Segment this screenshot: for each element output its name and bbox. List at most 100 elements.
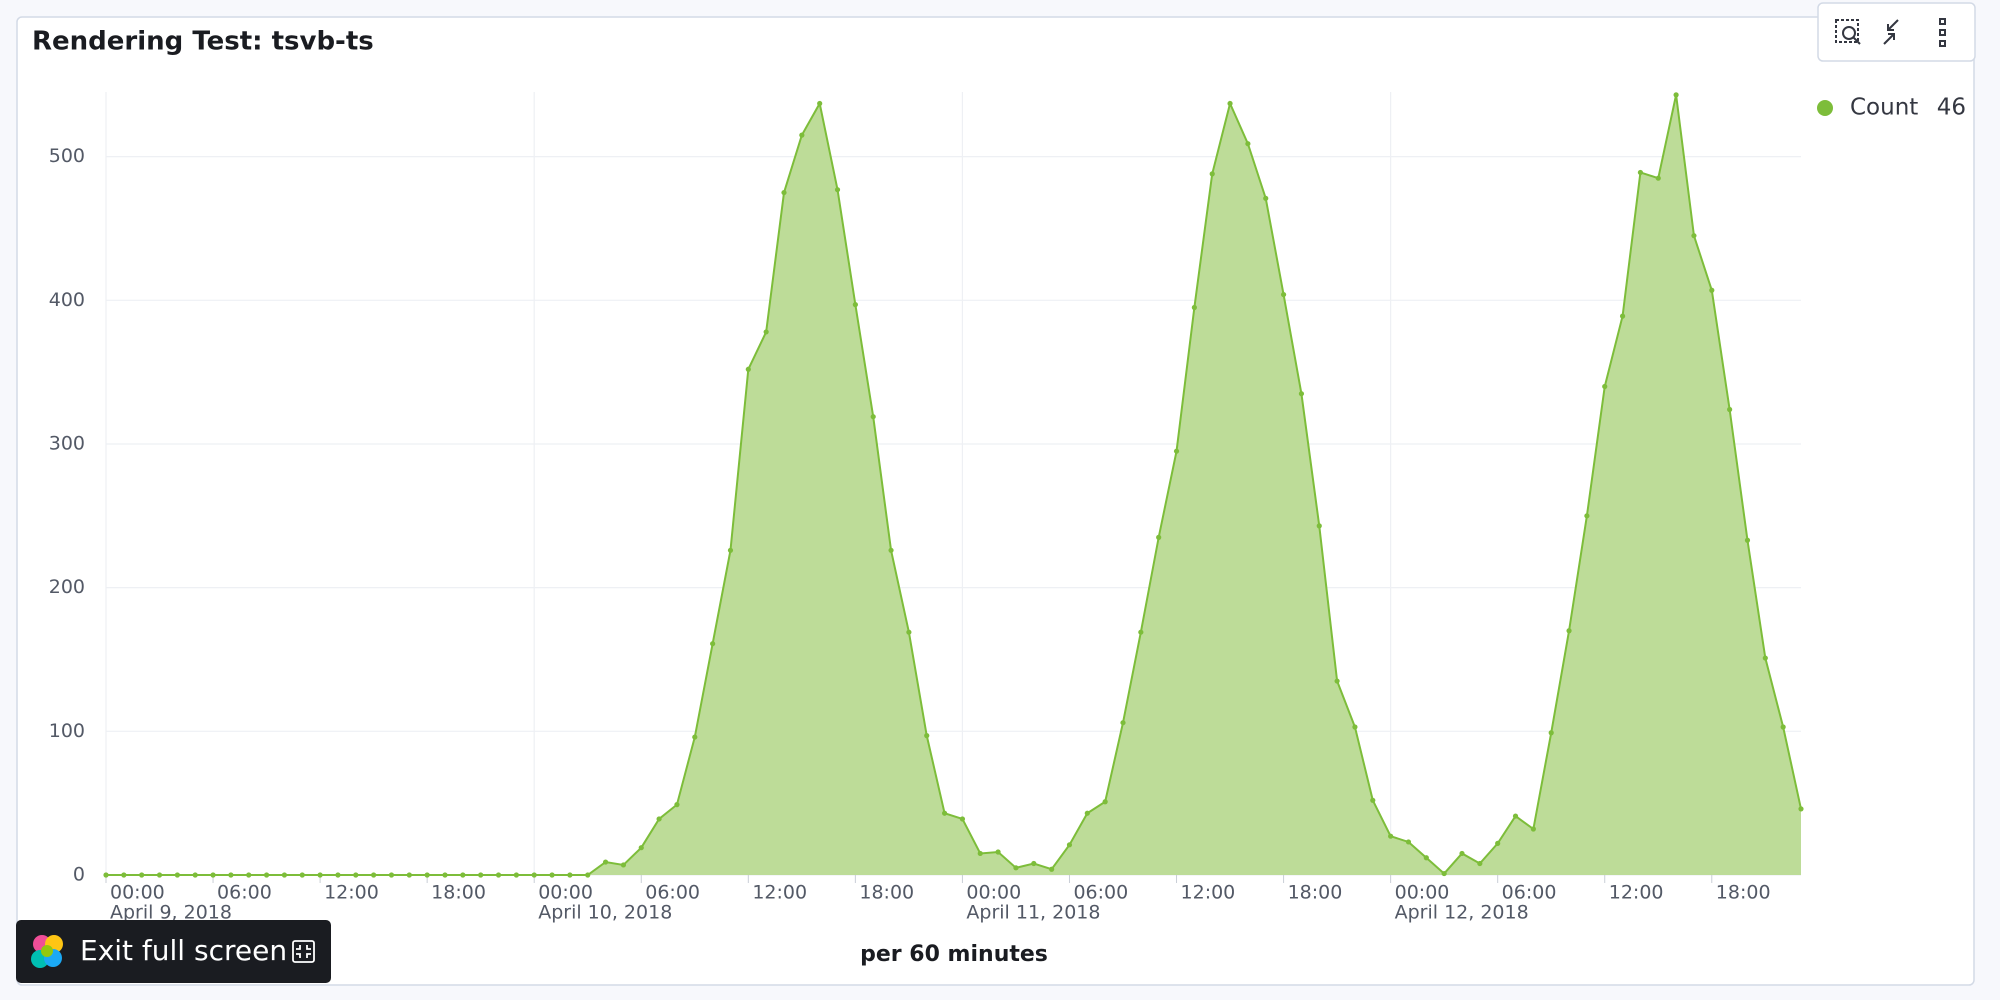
data-point <box>763 329 769 335</box>
elastic-logo <box>31 935 63 968</box>
data-point <box>692 734 698 740</box>
data-point <box>781 189 787 196</box>
x-tick-label: 12:00 <box>1609 882 1664 904</box>
data-point <box>478 872 484 878</box>
legend: Count 46 <box>1817 95 1966 121</box>
data-point <box>1548 730 1554 736</box>
data-point <box>442 872 448 878</box>
data-point <box>995 849 1001 855</box>
y-tick-label: 500 <box>49 145 85 167</box>
options-icon[interactable] <box>1939 18 1946 47</box>
data-point <box>1405 839 1412 845</box>
data-point <box>799 132 805 138</box>
data-point <box>1031 860 1037 867</box>
data-point <box>870 414 876 420</box>
data-point <box>638 845 644 851</box>
data-point <box>1762 655 1768 661</box>
data-point <box>1191 304 1197 311</box>
data-point <box>1619 313 1626 319</box>
data-point <box>1227 100 1233 107</box>
minimize-icon[interactable] <box>1883 19 1899 45</box>
data-point <box>602 859 609 865</box>
data-point <box>585 872 591 878</box>
data-point <box>531 872 537 878</box>
x-tick-label: 00:00 <box>966 882 1021 904</box>
data-point <box>1441 870 1447 877</box>
data-point <box>246 872 252 878</box>
data-point <box>727 547 734 553</box>
data-point <box>977 850 983 857</box>
data-point <box>1727 406 1733 413</box>
data-point <box>1138 629 1144 635</box>
data-point <box>371 872 377 878</box>
data-point <box>192 872 198 878</box>
y-tick-label: 200 <box>49 576 85 598</box>
data-point <box>1102 799 1108 805</box>
x-tick-label: 18:00 <box>1716 882 1771 904</box>
data-point <box>1388 833 1394 839</box>
data-point <box>335 872 341 878</box>
area-fill <box>106 94 1801 875</box>
y-tick-label: 300 <box>49 432 85 454</box>
area-line <box>106 94 1802 876</box>
toolbar-box <box>1817 2 1976 62</box>
data-point <box>1584 513 1590 519</box>
legend-marker <box>1817 100 1833 116</box>
data-point <box>1709 287 1715 293</box>
data-point <box>317 872 323 878</box>
data-point <box>620 862 627 868</box>
chart-title: Rendering Test: tsvb-ts <box>32 27 374 57</box>
y-tick-label: 400 <box>49 289 85 311</box>
data-point <box>888 547 894 553</box>
exit-full-screen-button[interactable]: Exit full screen <box>16 920 331 983</box>
data-point <box>495 872 502 878</box>
inspect-icon[interactable] <box>1835 19 1861 45</box>
data-point <box>567 872 573 878</box>
data-point <box>1049 866 1055 872</box>
button-label[interactable]: Exit full screen <box>80 934 287 967</box>
data-point <box>1780 724 1786 730</box>
x-tick-label: 06:00 <box>217 882 272 904</box>
panel <box>16 16 1975 986</box>
x-tick-label: 00:00 <box>538 882 593 904</box>
data-point <box>1602 383 1608 390</box>
data-point <box>1495 840 1501 846</box>
x-tick-label: 12:00 <box>752 882 807 904</box>
data-point <box>281 872 288 878</box>
data-point <box>1245 141 1251 147</box>
exit-icon <box>292 940 315 963</box>
x-tick-label: 18:00 <box>431 882 486 904</box>
data-point <box>1459 850 1465 857</box>
x-date-label: April 11, 2018 <box>966 902 1100 924</box>
legend-label: Count <box>1850 95 1918 121</box>
x-tick-label: 12:00 <box>1181 882 1236 904</box>
data-point <box>1298 391 1305 397</box>
data-point <box>121 872 127 878</box>
data-point <box>1120 720 1126 726</box>
data-point <box>174 872 180 878</box>
legend-value: 46 <box>1937 95 1966 121</box>
data-point <box>834 187 841 193</box>
data-point <box>103 872 109 878</box>
x-tick-label: 06:00 <box>1073 882 1128 904</box>
data-point <box>941 810 948 816</box>
data-point <box>852 302 858 308</box>
data-point <box>1566 628 1572 634</box>
data-point <box>1655 175 1661 181</box>
x-axis-label: per 60 minutes <box>860 942 1048 967</box>
data-point <box>745 366 751 372</box>
x-tick-label: 06:00 <box>645 882 700 904</box>
panel-toolbar <box>1817 2 1976 62</box>
data-point <box>1512 813 1519 819</box>
button-bg[interactable] <box>16 920 331 983</box>
data-point <box>1084 810 1090 816</box>
data-point <box>1370 797 1376 803</box>
data-point <box>656 816 662 822</box>
data-point <box>228 872 234 878</box>
data-point <box>1156 534 1162 540</box>
data-point <box>1316 523 1322 529</box>
x-tick-label: 06:00 <box>1502 882 1557 904</box>
data-point <box>1066 842 1073 848</box>
data-point <box>1691 233 1697 239</box>
